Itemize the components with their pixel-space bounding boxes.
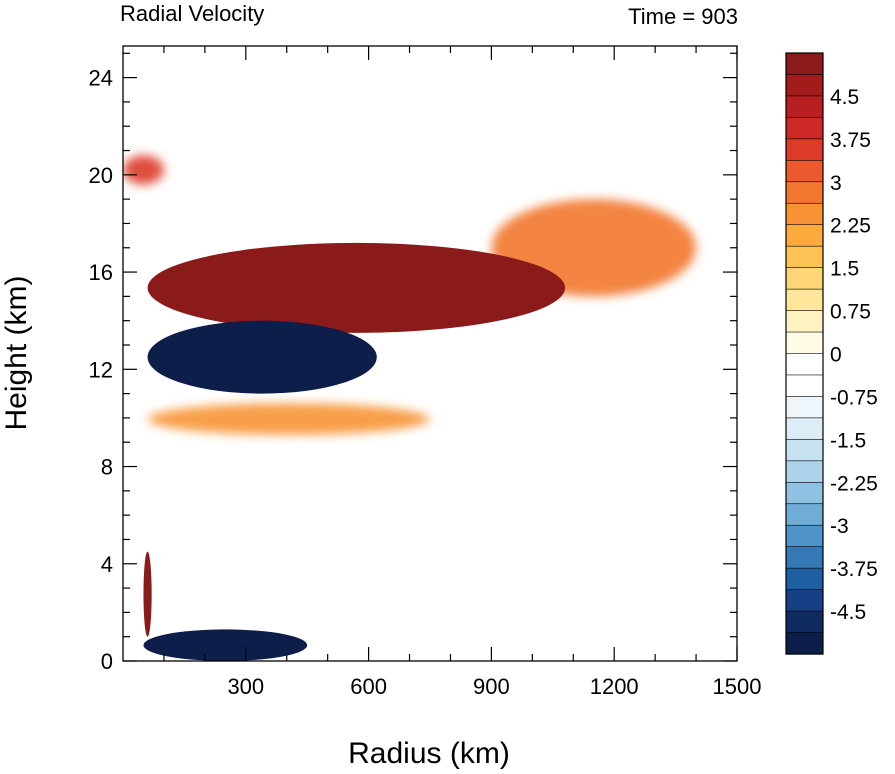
x-axis-label: Radius (km) xyxy=(348,737,510,770)
colorbar-swatch xyxy=(785,138,824,161)
colorbar-swatch xyxy=(785,374,824,398)
colorbar-swatch xyxy=(785,202,824,226)
colorbar-swatch xyxy=(785,460,824,483)
colorbar-swatch xyxy=(785,610,824,634)
colorbar-swatch xyxy=(785,546,824,569)
y-tick-label: 0 xyxy=(101,649,113,674)
colorbar-label: -3 xyxy=(830,515,849,538)
y-tick-label: 8 xyxy=(101,455,113,480)
feature-upper-level-outflow-jet xyxy=(147,242,566,333)
colorbar-swatch xyxy=(785,503,824,526)
colorbar-swatch xyxy=(785,567,824,591)
colorbar-swatch xyxy=(785,524,824,548)
y-tick-label: 4 xyxy=(101,552,113,577)
y-tick-label: 24 xyxy=(89,66,113,91)
colorbar-label: -1.5 xyxy=(830,429,866,452)
y-axis-label: Height (km) xyxy=(0,275,33,430)
colorbar-swatch xyxy=(785,52,824,76)
y-tick-label: 16 xyxy=(89,260,113,285)
x-axis: 300 600 900 1200 1500 xyxy=(163,46,762,699)
y-axis: 0 4 8 12 16 20 24 xyxy=(89,52,737,674)
x-tick-label: 600 xyxy=(350,674,387,699)
y-tick-label: 12 xyxy=(89,357,113,382)
colorbar-swatch xyxy=(785,632,824,655)
time-label: Time = 903 xyxy=(628,4,738,29)
y-tick-label: 20 xyxy=(89,163,113,188)
colorbar-swatch xyxy=(785,160,824,183)
colorbar-label: 0.75 xyxy=(830,301,871,324)
feature-eyewall-low-level-outflow xyxy=(143,551,152,637)
colorbar-swatch xyxy=(785,353,824,376)
feature-boundary-layer-inflow xyxy=(143,629,308,661)
colorbar-swatch xyxy=(785,331,824,355)
colorbar-label: 1.5 xyxy=(830,258,859,281)
colorbar-swatch xyxy=(785,417,824,440)
x-tick-label: 900 xyxy=(473,674,510,699)
colorbar-label: -4.5 xyxy=(830,601,866,624)
feature-mid-level-outflow xyxy=(147,403,430,435)
x-tick-label: 300 xyxy=(227,674,264,699)
colorbar-label: 2.25 xyxy=(830,215,871,238)
plot-frame xyxy=(122,45,738,662)
colorbar-swatch xyxy=(785,439,824,462)
colorbar-label: 3 xyxy=(830,172,842,195)
chart-title: Radial Velocity xyxy=(120,1,264,26)
colorbar-swatch xyxy=(785,181,824,204)
velocity-field xyxy=(123,155,697,661)
colorbar-label: 4.5 xyxy=(830,86,859,109)
x-tick-label: 1500 xyxy=(713,674,762,699)
feature-near-top-outflow xyxy=(123,155,164,185)
feature-mid-upper-inflow-layer xyxy=(147,320,377,394)
colorbar-swatch xyxy=(785,95,824,118)
colorbar-swatch xyxy=(785,310,824,333)
colorbar-label: -0.75 xyxy=(830,386,878,409)
colorbar-label: -3.75 xyxy=(830,558,878,581)
colorbar-swatch xyxy=(785,288,824,312)
colorbar-frame xyxy=(785,52,824,655)
colorbar-label: 3.75 xyxy=(830,129,871,152)
colorbar xyxy=(785,52,824,655)
colorbar-swatch xyxy=(785,589,824,612)
colorbar-swatch xyxy=(785,245,824,269)
colorbar-label: 0 xyxy=(830,344,842,367)
colorbar-swatch xyxy=(785,481,824,505)
colorbar-swatch xyxy=(785,224,824,247)
colorbar-swatch xyxy=(785,74,824,97)
x-tick-label: 1200 xyxy=(590,674,639,699)
colorbar-swatch xyxy=(785,117,824,140)
colorbar-label: -2.25 xyxy=(830,472,878,495)
colorbar-labels: 4.5 3.75 3 2.25 1.5 0.75 0 -0.75 -1.5 -2.25 -3 -3.7… xyxy=(830,86,878,624)
colorbar-swatch xyxy=(785,267,824,290)
colorbar-swatch xyxy=(785,396,824,419)
